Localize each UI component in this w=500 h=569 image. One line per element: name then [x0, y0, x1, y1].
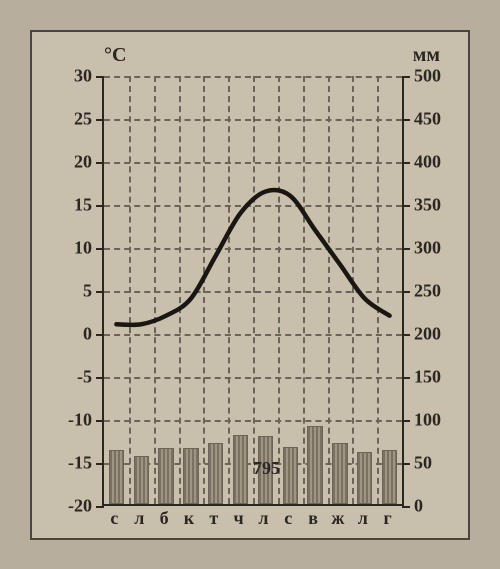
y-right-tick-label: 300 — [414, 237, 441, 258]
y-left-tick-label: -10 — [68, 409, 92, 430]
y-left-tick — [96, 377, 104, 379]
y-right-tick — [402, 420, 410, 422]
y-left-tick-label: -20 — [68, 495, 92, 516]
y-right-tick-label: 50 — [414, 452, 432, 473]
plot-region: 795 — [102, 76, 404, 506]
month-label: л — [134, 508, 144, 529]
unit-right-label: мм — [413, 44, 440, 67]
y-right-tick — [402, 291, 410, 293]
y-left-tick — [96, 162, 104, 164]
y-left-tick — [96, 334, 104, 336]
y-left-tick-label: 30 — [74, 65, 92, 86]
y-right-tick-label: 500 — [414, 65, 441, 86]
y-left-tick — [96, 205, 104, 207]
y-right-tick-label: 100 — [414, 409, 441, 430]
y-right-tick-label: 450 — [414, 108, 441, 129]
y-right-tick — [402, 162, 410, 164]
y-right-tick-label: 0 — [414, 495, 423, 516]
x-axis-month-labels: слбктчлсвжлг — [102, 508, 404, 532]
y-left-tick — [96, 420, 104, 422]
y-right-tick-label: 400 — [414, 151, 441, 172]
y-left-tick-label: 15 — [74, 194, 92, 215]
month-label: г — [383, 508, 391, 529]
month-label: т — [209, 508, 218, 529]
month-label: с — [110, 508, 118, 529]
month-label: л — [258, 508, 268, 529]
temperature-line — [104, 76, 402, 504]
y-left-tick-label: 5 — [83, 280, 92, 301]
month-label: л — [358, 508, 368, 529]
month-label: в — [308, 508, 318, 529]
y-left-tick-label: 10 — [74, 237, 92, 258]
temperature-curve — [116, 189, 389, 324]
y-left-tick-label: -15 — [68, 452, 92, 473]
y-left-tick — [96, 248, 104, 250]
y-left-tick — [96, 291, 104, 293]
y-right-tick — [402, 205, 410, 207]
y-right-tick — [402, 76, 410, 78]
y-left-tick — [96, 76, 104, 78]
y-left-tick-label: 0 — [83, 323, 92, 344]
month-label: к — [184, 508, 194, 529]
month-label: с — [284, 508, 292, 529]
chart-area: 302520151050-5-10-15-20 5004504003503002… — [54, 76, 452, 526]
month-label: ж — [331, 508, 344, 529]
y-axis-left-labels: 302520151050-5-10-15-20 — [54, 76, 98, 506]
y-right-tick — [402, 377, 410, 379]
y-left-tick — [96, 119, 104, 121]
y-right-tick — [402, 334, 410, 336]
y-axis-right-labels: 500450400350300250200150100500 — [408, 76, 452, 506]
y-left-tick-label: 25 — [74, 108, 92, 129]
y-right-tick-label: 200 — [414, 323, 441, 344]
y-right-tick-label: 350 — [414, 194, 441, 215]
month-label: ч — [234, 508, 244, 529]
unit-left-label: °C — [104, 44, 126, 67]
y-left-tick-label: -5 — [77, 366, 92, 387]
chart-frame: °C мм 302520151050-5-10-15-20 5004504003… — [30, 30, 470, 540]
y-right-tick — [402, 119, 410, 121]
annual-total-label: 795 — [253, 458, 280, 479]
y-right-tick — [402, 463, 410, 465]
month-label: б — [160, 508, 169, 529]
y-right-tick-label: 250 — [414, 280, 441, 301]
y-left-tick-label: 20 — [74, 151, 92, 172]
y-right-tick-label: 150 — [414, 366, 441, 387]
y-left-tick — [96, 463, 104, 465]
y-right-tick — [402, 248, 410, 250]
